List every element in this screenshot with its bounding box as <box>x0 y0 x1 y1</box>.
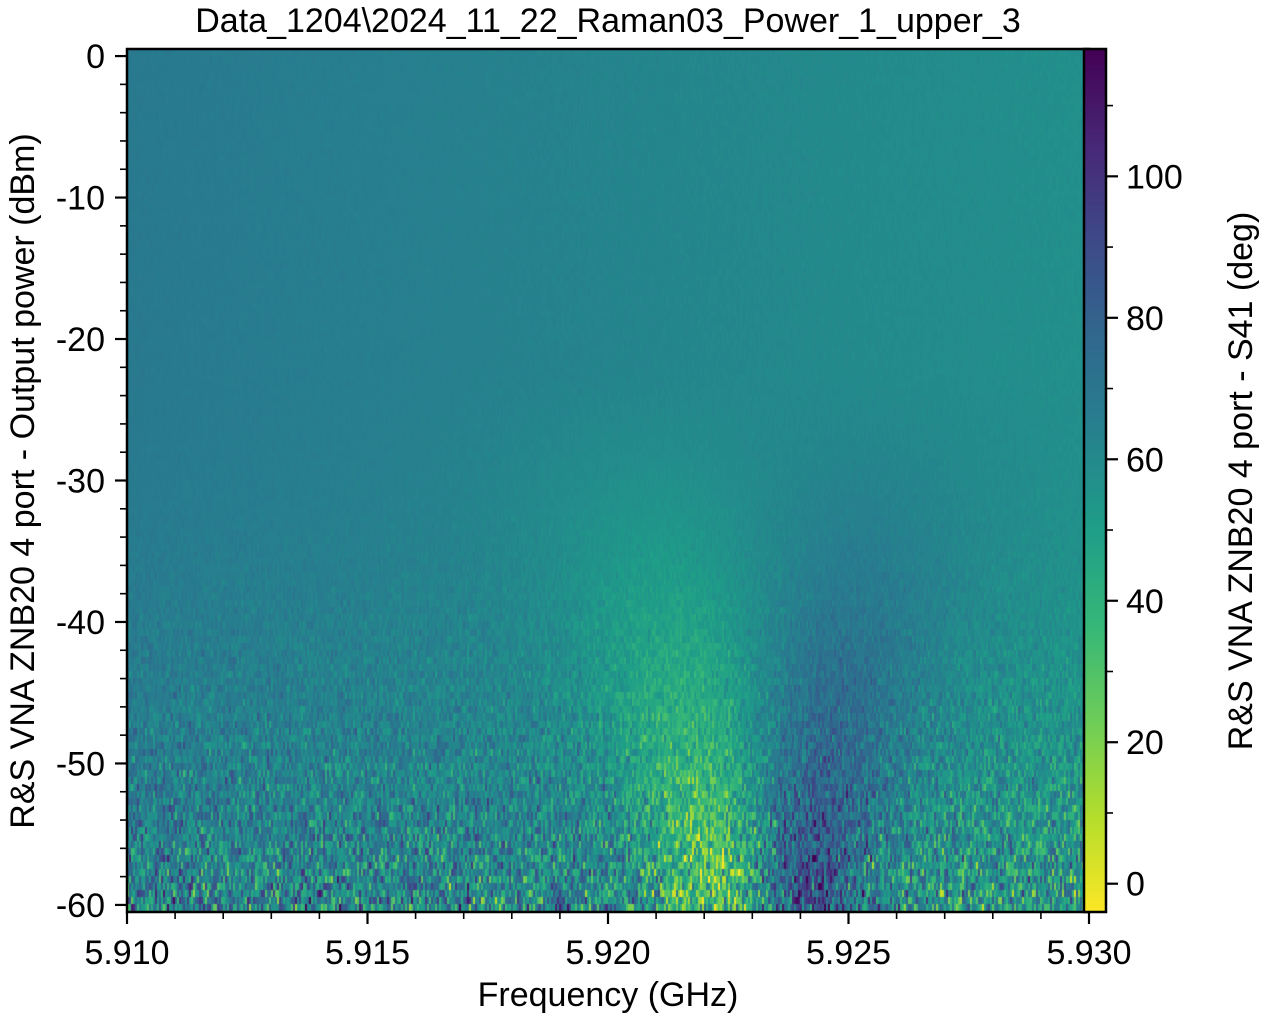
chart-title: Data_1204\2024_11_22_Raman03_Power_1_upp… <box>195 2 1021 40</box>
colorbar-gradient <box>1084 49 1106 912</box>
colorbar-frame <box>1082 47 1108 914</box>
colorbar-ticks: 0 20 40 60 80 100 <box>1106 104 1183 904</box>
colorbar-tick-label: 20 <box>1126 724 1164 762</box>
y-tick-label: -10 <box>56 180 105 218</box>
y-tick-label: -60 <box>56 887 105 925</box>
heatmap-image <box>127 49 1089 912</box>
x-tick-label: 5.910 <box>84 934 169 972</box>
colorbar-tick-label: 40 <box>1126 583 1164 621</box>
colorbar-tick-label: 0 <box>1126 866 1145 904</box>
x-tick-label: 5.915 <box>325 934 410 972</box>
y-tick-label: -50 <box>56 745 105 783</box>
colorbar-tick-label: 100 <box>1126 158 1183 196</box>
x-axis-ticks: 5.910 5.915 5.920 5.925 5.930 <box>84 912 1132 972</box>
colorbar-tick-label: 60 <box>1126 441 1164 479</box>
colorbar: 0 20 40 60 80 100 <box>1082 47 1183 914</box>
y-tick-label: 0 <box>86 38 105 76</box>
x-tick-label: 5.920 <box>565 934 650 972</box>
y-tick-label: -30 <box>56 463 105 501</box>
y-axis-ticks: 0 -10 -20 -30 -40 -50 -60 <box>56 38 127 925</box>
y-axis-label: R&S VNA ZNB20 4 port - Output power (dBm… <box>4 133 42 828</box>
x-tick-label: 5.925 <box>806 934 891 972</box>
x-tick-label: 5.930 <box>1046 934 1131 972</box>
plot-area: 5.910 5.915 5.920 5.925 5.930 0 -10 -20 -30 -40 -… <box>56 38 1132 972</box>
y-tick-label: -20 <box>56 321 105 359</box>
colorbar-tick-label: 80 <box>1126 300 1164 338</box>
colorbar-label: R&S VNA ZNB20 4 port - S41 (deg) <box>1222 212 1260 751</box>
y-tick-label: -40 <box>56 604 105 642</box>
x-axis-label: Frequency (GHz) <box>478 976 739 1014</box>
